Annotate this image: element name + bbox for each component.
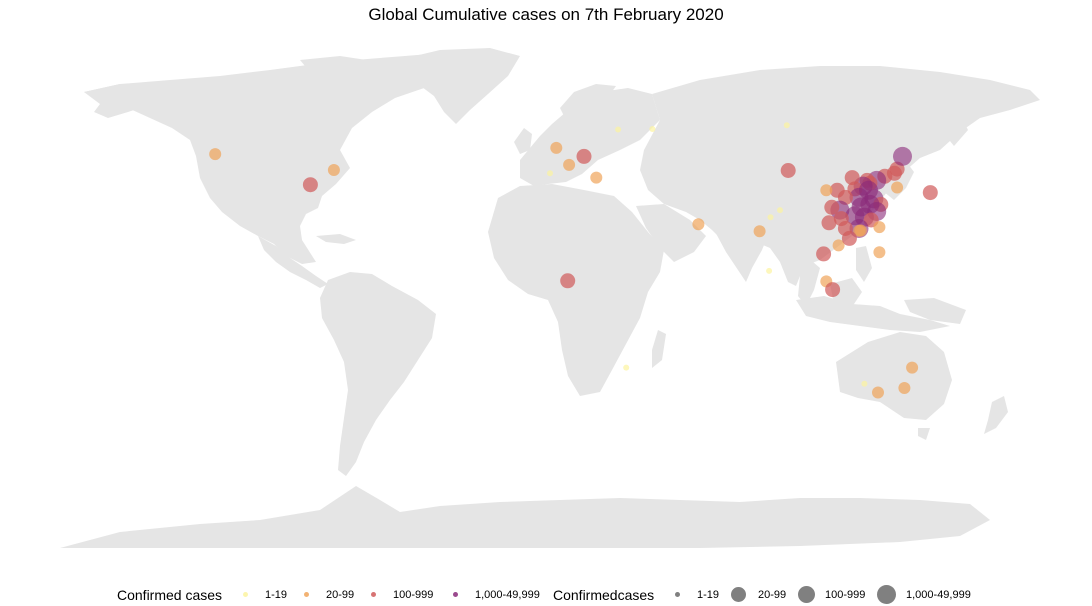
land-india: [712, 222, 770, 282]
land-north-america: [84, 54, 470, 264]
land-new-guinea: [904, 298, 966, 324]
case-marker-27: [922, 185, 938, 201]
page-title: Global Cumulative cases on 7th February …: [368, 5, 724, 24]
case-marker-25: [832, 239, 845, 252]
case-marker-8: [615, 126, 622, 133]
color-key-1000-49999: [453, 592, 458, 597]
case-marker-9: [649, 126, 656, 132]
case-marker-21: [906, 361, 919, 374]
case-marker-28: [891, 181, 904, 194]
land-madagascar: [652, 330, 666, 368]
land-alaska: [84, 84, 150, 118]
case-marker-12: [753, 225, 766, 238]
case-marker-11: [692, 218, 705, 231]
color-label-20-99: 20-99: [326, 589, 355, 601]
case-marker-20: [898, 382, 911, 394]
case-marker-57: [820, 184, 833, 197]
land-arctic-islands: [300, 56, 380, 78]
case-marker-23: [825, 282, 841, 298]
case-marker-17: [623, 364, 630, 371]
land-caribbean: [316, 234, 356, 244]
land-se-asia: [788, 250, 820, 306]
land-indonesia: [796, 296, 950, 332]
size-key-20-99: [731, 587, 746, 602]
land-scandinavia: [560, 84, 616, 126]
case-marker-7: [590, 171, 603, 184]
case-marker-16: [560, 273, 576, 289]
land-new-zealand: [984, 396, 1008, 434]
case-marker-55: [824, 199, 840, 215]
color-label-100-999: 100-999: [393, 589, 434, 601]
size-key-100-999: [798, 586, 815, 603]
color-key-1-19: [243, 592, 248, 597]
land-philippines: [856, 246, 872, 282]
land-uk: [514, 128, 532, 154]
case-marker-2: [302, 177, 318, 193]
map-legend: Confirmed cases 1-19 20-99 100-999 1,000…: [0, 584, 1092, 606]
case-marker-6: [576, 148, 592, 164]
size-label-1-19: 1-19: [697, 589, 720, 601]
land-asia: [640, 66, 1040, 286]
case-marker-62: [780, 163, 796, 178]
land-africa: [488, 184, 664, 396]
size-label-100-999: 100-999: [825, 589, 866, 601]
case-marker-56: [829, 182, 845, 198]
land-central-america: [258, 236, 328, 288]
case-marker-26: [873, 246, 886, 259]
case-marker-61: [841, 230, 857, 246]
case-marker-60: [821, 215, 837, 231]
case-marker-38: [844, 170, 860, 186]
case-marker-30: [893, 146, 912, 166]
case-marker-19: [872, 386, 884, 399]
color-key-100-999: [371, 592, 376, 597]
size-legend-title: Confirmedcases: [553, 587, 655, 603]
case-marker-4: [563, 158, 576, 171]
case-marker-51: [853, 224, 866, 237]
land-antarctica: [60, 486, 990, 548]
size-label-20-99: 20-99: [758, 589, 787, 601]
color-label-1000-49999: 1,000-49,999: [475, 589, 540, 601]
case-marker-10: [783, 122, 790, 129]
land-arabia: [636, 204, 706, 262]
case-marker-24: [816, 246, 832, 262]
case-marker-3: [550, 141, 563, 154]
case-marker-14: [777, 207, 783, 214]
case-marker-0: [209, 148, 222, 161]
size-key-1000-49999: [877, 585, 896, 604]
land-kamchatka: [944, 114, 968, 146]
color-legend-title: Confirmed cases: [117, 587, 223, 603]
case-marker-18: [861, 380, 868, 387]
case-marker-1: [327, 164, 340, 176]
land-masses: [60, 48, 1040, 548]
color-label-1-19: 1-19: [265, 589, 288, 601]
case-marker-13: [766, 267, 773, 274]
case-marker-5: [547, 170, 553, 177]
case-marker-15: [767, 214, 774, 221]
case-marker-45: [849, 187, 869, 207]
color-key-20-99: [304, 592, 309, 597]
case-marker-52: [873, 221, 886, 234]
land-tasmania: [918, 428, 930, 440]
size-label-1000-49999: 1,000-49,999: [906, 589, 971, 601]
land-greenland: [398, 48, 520, 124]
land-south-america: [320, 272, 436, 476]
land-australia: [836, 332, 952, 420]
land-europe: [520, 88, 660, 186]
size-key-1-19: [675, 592, 680, 597]
case-markers: [209, 122, 938, 399]
